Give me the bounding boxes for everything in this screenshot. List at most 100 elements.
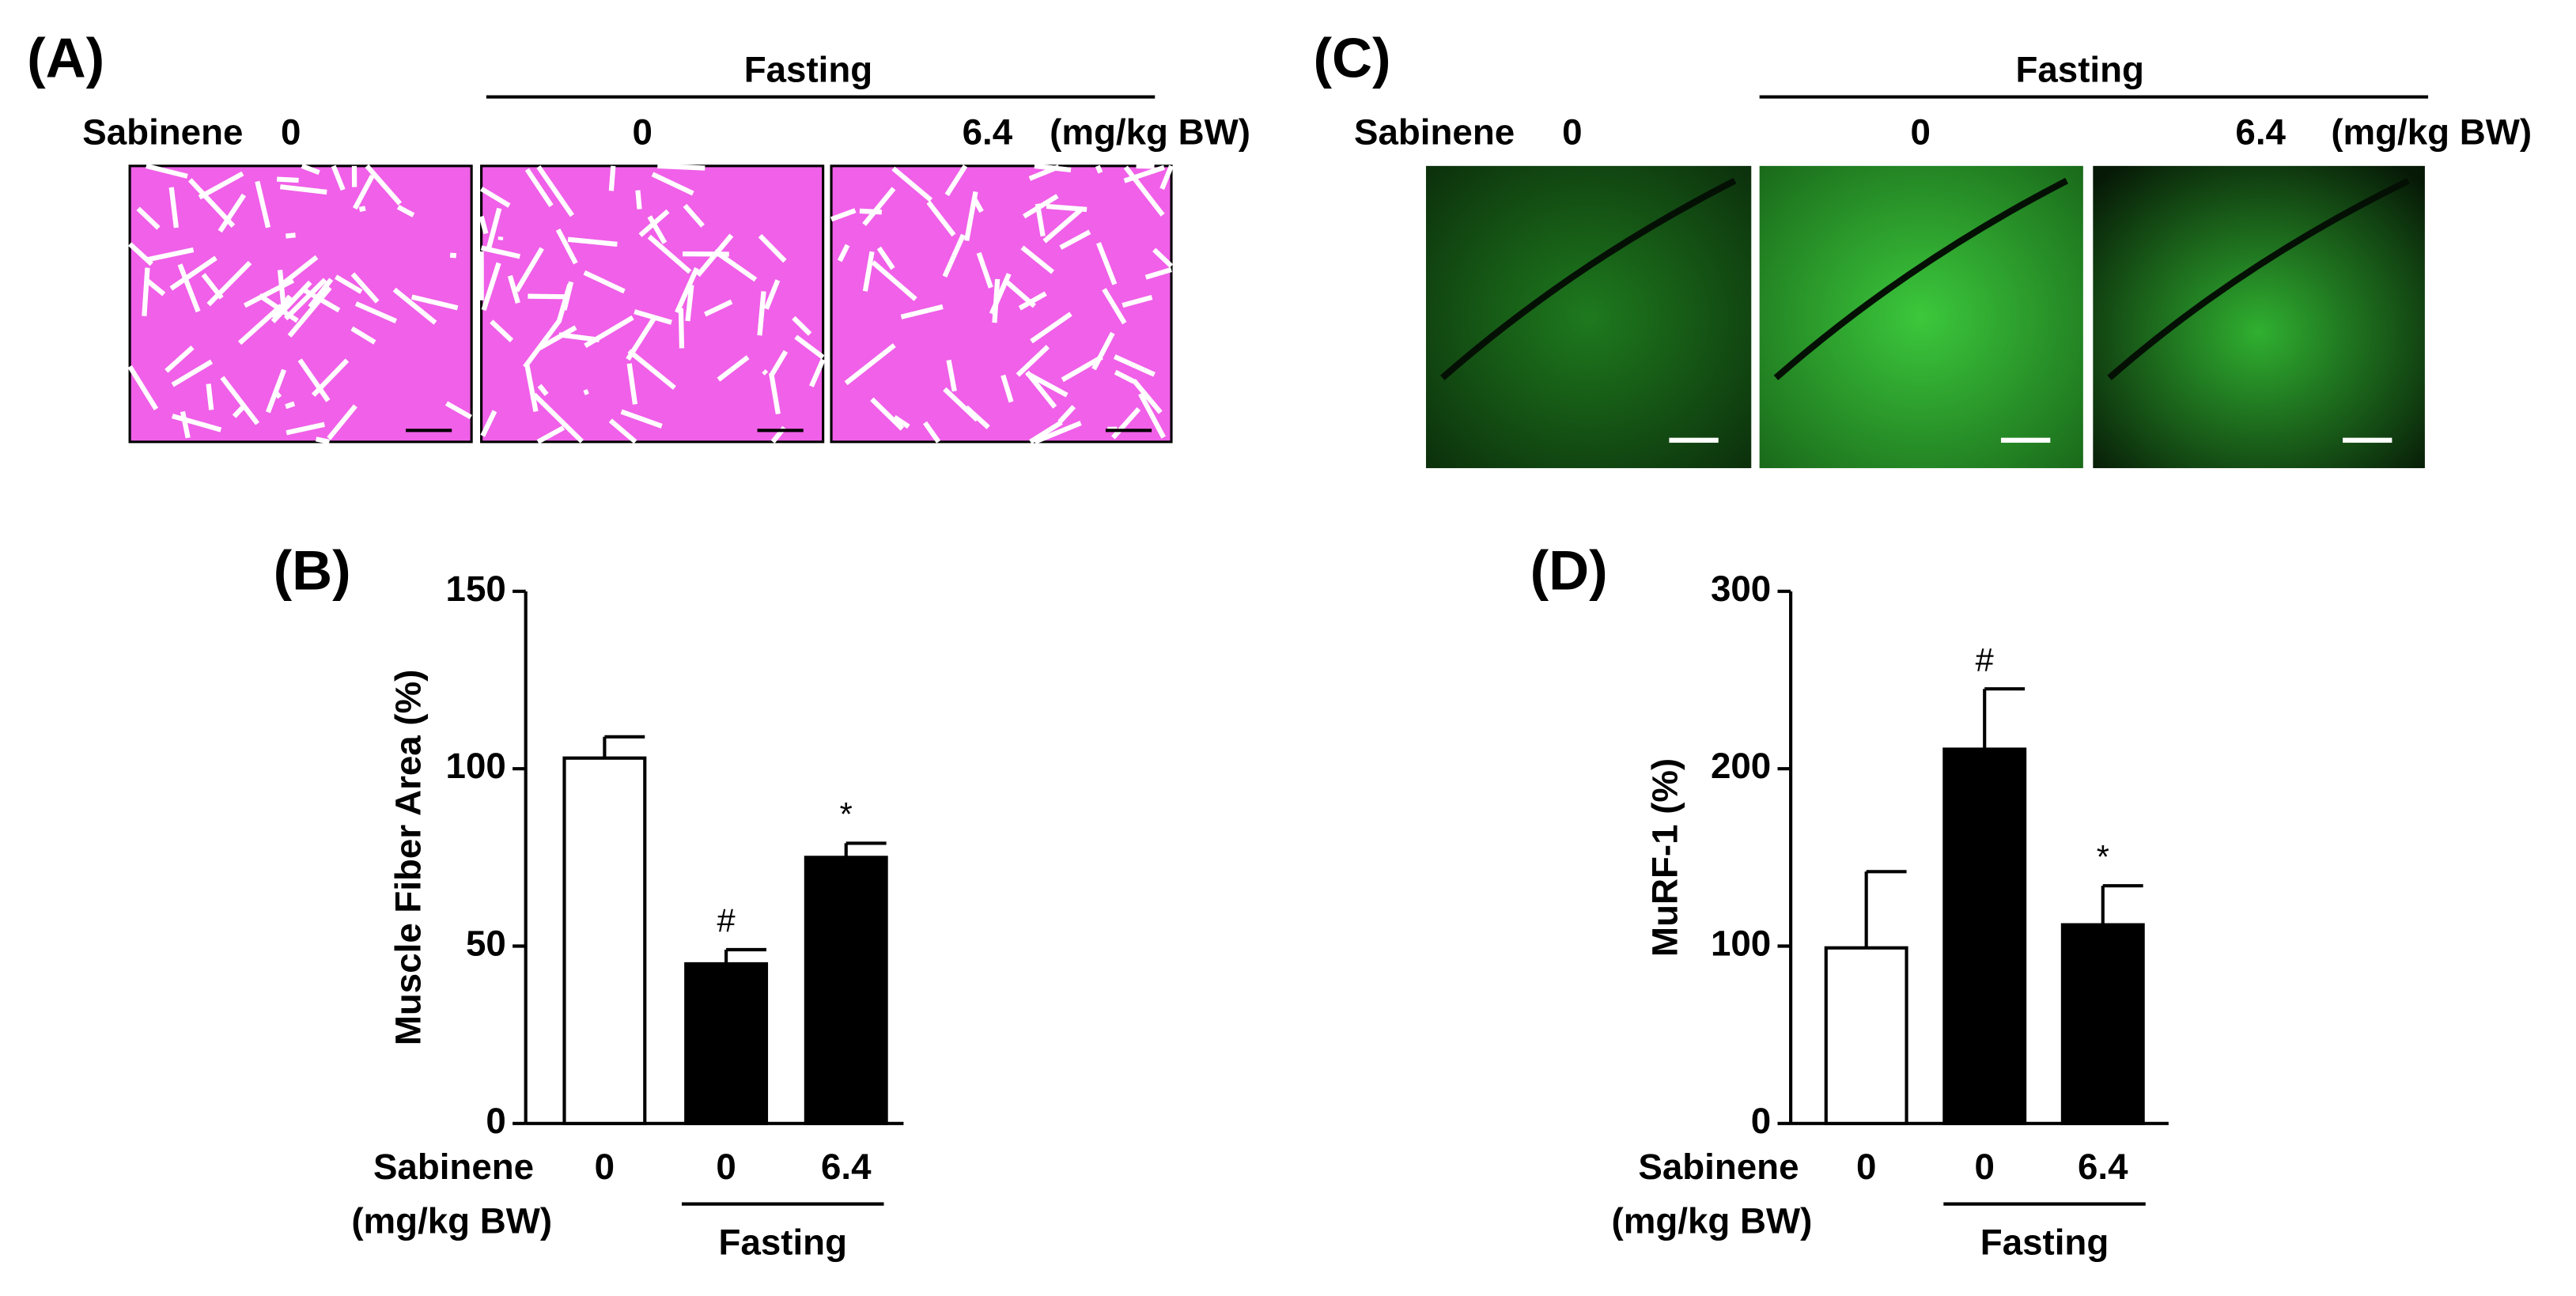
- bar: [684, 962, 769, 1125]
- fiber-border: [255, 180, 271, 229]
- fiber-border: [1022, 194, 1059, 219]
- fiber-border: [943, 387, 979, 422]
- fiber-border: [634, 309, 672, 325]
- fiber-border: [536, 165, 574, 217]
- fiber-border: [556, 283, 573, 323]
- fiber-border: [201, 273, 224, 300]
- fiber-border: [538, 325, 577, 350]
- bar: [1824, 946, 1908, 1125]
- fiber-border: [891, 166, 933, 202]
- fiber-border: [353, 174, 375, 210]
- fiber-border: [480, 410, 497, 437]
- fiber-border: [1059, 229, 1091, 250]
- fiber-border: [685, 285, 694, 322]
- fiber-border: [286, 232, 296, 239]
- fiber-border: [1020, 245, 1055, 274]
- fiber-border: [218, 193, 247, 233]
- y-tick-label: 50: [466, 924, 506, 964]
- fiber-border: [1122, 294, 1153, 308]
- significance-marker: *: [2097, 838, 2109, 875]
- fiber-border: [480, 187, 511, 208]
- fiber-border: [792, 315, 812, 336]
- fiber-border: [315, 436, 331, 444]
- fiber-border: [809, 358, 826, 387]
- fiber-border: [297, 358, 331, 402]
- fiber-border: [1123, 164, 1165, 183]
- fiber-border: [678, 308, 685, 349]
- fiber-border: [893, 414, 910, 429]
- dose-label: 6.4: [963, 111, 1013, 152]
- fiber-border: [180, 410, 191, 439]
- y-tick-label: 100: [1711, 924, 1771, 964]
- fiber-border: [830, 208, 857, 222]
- fiber-border: [1028, 164, 1060, 181]
- fiber-border: [647, 234, 692, 274]
- fiber-border: [971, 196, 984, 213]
- vessel: [1773, 177, 2068, 380]
- fiber-border: [1016, 345, 1050, 377]
- fiber-border: [695, 233, 734, 278]
- fiber-border: [537, 384, 549, 396]
- fiber-border: [1095, 164, 1103, 174]
- fiber-border: [335, 274, 363, 294]
- unit-label: (mg/kg BW): [2331, 111, 2532, 152]
- fiber-border: [626, 316, 656, 361]
- fiber-border: [558, 332, 600, 342]
- y-axis-label: Muscle Fiber Area (%): [388, 670, 428, 1046]
- fiber-border: [1025, 370, 1057, 409]
- fiber-border: [480, 245, 520, 259]
- fiber-border: [647, 215, 668, 244]
- x-tick-label: 0: [595, 1147, 615, 1187]
- bar: [2060, 923, 2145, 1125]
- fiber-border: [524, 168, 554, 207]
- fiber-border: [300, 286, 341, 313]
- fiber-border: [358, 206, 366, 213]
- x-tick-label: 0: [716, 1147, 736, 1187]
- fiber-border: [583, 270, 626, 294]
- fiber-border: [1061, 354, 1103, 383]
- fiber-border: [1113, 354, 1156, 377]
- fiber-border: [1138, 392, 1166, 439]
- fiber-border: [198, 171, 244, 200]
- fiber-border: [265, 368, 287, 414]
- fiber-border: [976, 251, 993, 289]
- fiber-border: [308, 278, 334, 309]
- micrographs: [127, 163, 2425, 469]
- fiber-border: [1132, 379, 1163, 414]
- fiber-border: [1018, 291, 1047, 311]
- fiber-border: [555, 229, 578, 265]
- fiber-border: [1042, 208, 1083, 244]
- fiber-border: [301, 163, 320, 176]
- fiber-border: [524, 365, 539, 412]
- fiber-border: [1152, 247, 1174, 268]
- fiber-border: [757, 291, 766, 336]
- fiber-border: [479, 215, 489, 235]
- y-axis-label: MuRF-1 (%): [1644, 758, 1685, 957]
- fiber-border: [1096, 242, 1118, 285]
- fiber-border: [365, 164, 402, 206]
- fiber-border: [762, 368, 769, 376]
- fiber-border: [136, 206, 161, 230]
- fiber-border: [763, 279, 781, 310]
- fiber-border: [862, 187, 896, 226]
- row-label: Sabinene: [1638, 1147, 1799, 1187]
- panel-label: (B): [274, 539, 351, 602]
- panel-label: (A): [27, 27, 104, 89]
- fiber-border: [169, 255, 218, 291]
- fiber-border: [717, 355, 750, 382]
- fluorescence-image: [2093, 165, 2425, 469]
- fiber-border: [284, 278, 327, 321]
- fiber-border: [172, 414, 222, 433]
- fiber-border: [243, 278, 295, 308]
- fiber-border: [627, 349, 676, 390]
- fiber-border: [350, 272, 380, 304]
- fiber-border: [1034, 421, 1082, 444]
- fiber-border: [1001, 374, 1014, 403]
- fiber-border: [862, 251, 875, 292]
- fiber-border: [1102, 288, 1127, 325]
- group-label: Fasting: [1980, 1222, 2109, 1263]
- bar: [1942, 747, 2027, 1125]
- fiber-border: [331, 164, 346, 191]
